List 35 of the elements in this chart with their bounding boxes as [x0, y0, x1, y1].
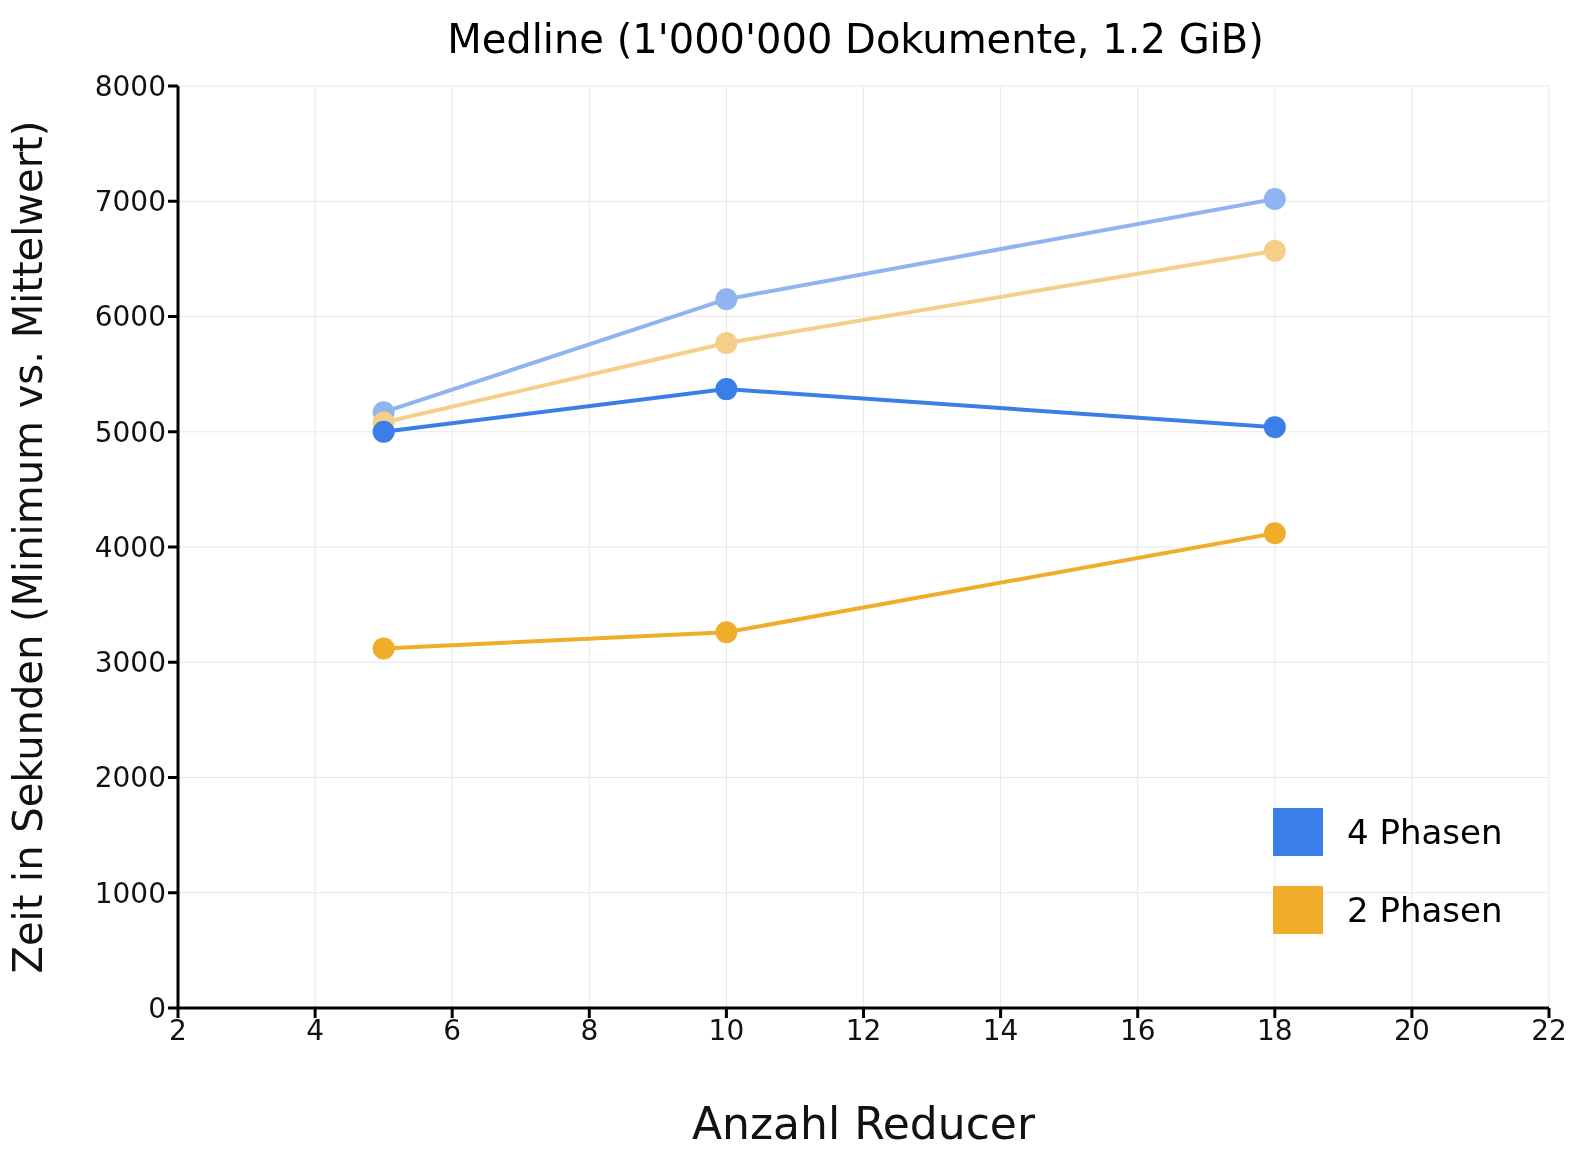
- point: [1263, 522, 1286, 545]
- x-tick-label: 6: [443, 1013, 462, 1047]
- x-tick-label: 8: [580, 1013, 599, 1047]
- y-tick-label: 8000: [94, 69, 166, 103]
- x-axis-title: Anzahl Reducer: [692, 1098, 1036, 1150]
- x-tick-label: 14: [982, 1013, 1019, 1047]
- chart-title: Medline (1'000'000 Dokumente, 1.2 GiB): [446, 16, 1265, 62]
- point: [1263, 239, 1286, 262]
- x-tick-label: 10: [708, 1013, 745, 1047]
- point: [715, 621, 738, 644]
- y-tick-label: 3000: [94, 646, 166, 680]
- x-tick-label: 22: [1531, 1013, 1567, 1047]
- point: [372, 420, 395, 443]
- point: [372, 637, 395, 660]
- x-tick-label: 20: [1394, 1013, 1430, 1047]
- x-tick-label: 4: [306, 1013, 325, 1047]
- y-tick-label: 5000: [94, 415, 166, 449]
- y-tick-label: 7000: [94, 185, 166, 219]
- x-tick-label: 18: [1256, 1013, 1293, 1047]
- y-tick-label: 4000: [94, 530, 166, 564]
- y-tick-label: 6000: [94, 300, 166, 334]
- y-tick-label: 0: [148, 991, 166, 1025]
- point: [715, 332, 738, 355]
- point: [715, 378, 738, 401]
- x-tick-label: 16: [1119, 1013, 1156, 1047]
- point: [1263, 416, 1286, 439]
- legend-label: 4 Phasen: [1347, 812, 1503, 852]
- y-tick-label: 2000: [94, 761, 166, 795]
- y-axis-title: Zeit in Sekunden (Minimum vs. Mittelwert): [5, 120, 52, 974]
- point: [715, 288, 738, 311]
- x-tick-label: 2: [169, 1013, 187, 1047]
- legend-label: 2 Phasen: [1347, 890, 1503, 930]
- y-tick-label: 1000: [94, 876, 166, 910]
- point: [1263, 187, 1286, 210]
- x-tick-label: 12: [845, 1013, 882, 1047]
